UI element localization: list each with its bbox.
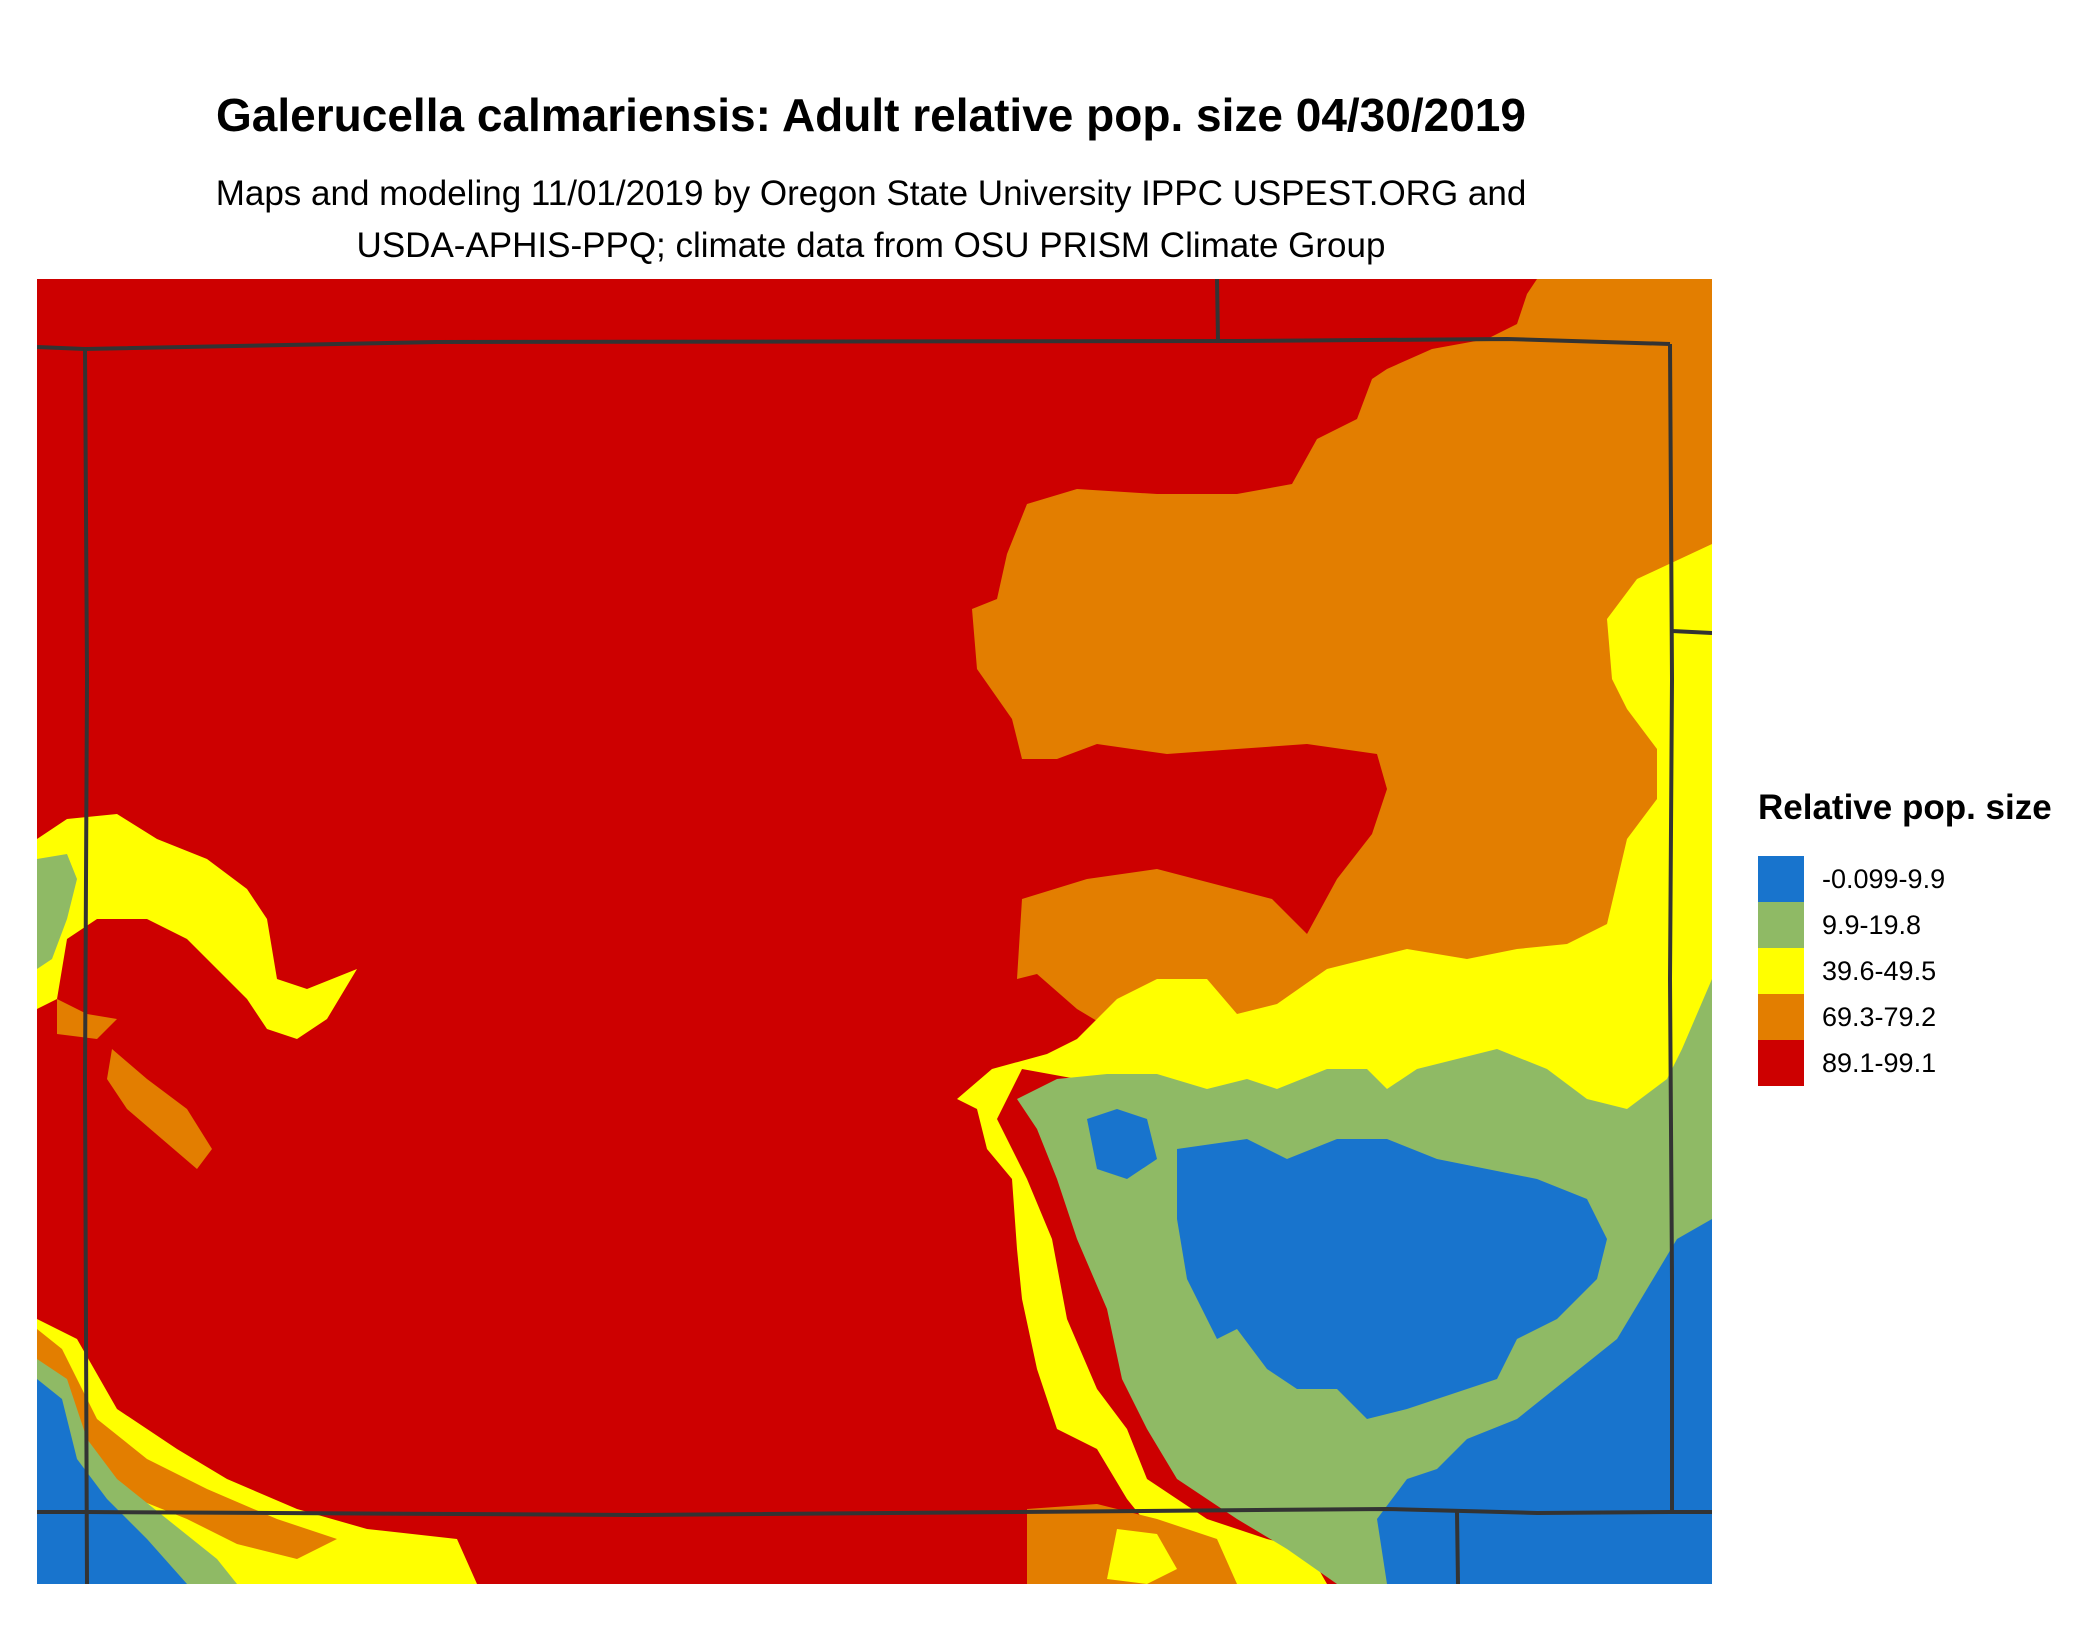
zone-medium-east	[957, 544, 1712, 1584]
border-north-notch	[1215, 279, 1220, 342]
subtitle-line-1: Maps and modeling 11/01/2019 by Oregon S…	[215, 174, 1527, 213]
legend-item: 39.6-49.5	[1758, 948, 1936, 994]
legend-swatch	[1758, 994, 1804, 1040]
map-subtitle: Maps and modeling 11/01/2019 by Oregon S…	[0, 168, 1742, 272]
zone-high-west-streak	[107, 1049, 212, 1169]
border-south	[37, 1506, 1712, 1518]
map-title: Galerucella calmariensis: Adult relative…	[216, 89, 1526, 141]
legend-swatch	[1758, 902, 1804, 948]
zone-very-low-southwest	[37, 1379, 187, 1584]
border-south-notch	[1455, 1511, 1460, 1584]
legend-item: 89.1-99.1	[1758, 1040, 1936, 1086]
zone-medium-south-patch	[1107, 1529, 1177, 1584]
zone-very-low-north-patch	[1087, 1109, 1157, 1179]
zone-low-west	[37, 854, 77, 969]
legend-swatch	[1758, 948, 1804, 994]
legend-swatch	[1758, 1040, 1804, 1086]
legend-item: 9.9-19.8	[1758, 902, 1921, 948]
zone-high-northeast	[972, 279, 1712, 1129]
border-north	[37, 336, 1671, 352]
legend: Relative pop. size -0.099-9.9 9.9-19.8 39.…	[1758, 788, 2052, 1086]
legend-item: -0.099-9.9	[1758, 856, 1945, 902]
legend-title: Relative pop. size	[1758, 788, 2052, 827]
legend-items: -0.099-9.9 9.9-19.8 39.6-49.5 69.3-79.2 89.1…	[1758, 856, 2052, 1086]
zone-medium-west-arc	[37, 814, 357, 1039]
legend-label: -0.099-9.9	[1822, 863, 1946, 894]
legend-label: 39.6-49.5	[1822, 955, 1937, 986]
subtitle-line-2: USDA-APHIS-PPQ; climate data from OSU PR…	[356, 226, 1386, 265]
legend-item: 69.3-79.2	[1758, 994, 1936, 1040]
region-borders	[37, 279, 1712, 1584]
legend-swatch	[1758, 856, 1804, 902]
legend-label: 89.1-99.1	[1822, 1047, 1937, 1078]
border-east-notch	[1671, 629, 1712, 635]
zone-very-low-southeast	[1377, 1219, 1712, 1584]
border-west	[82, 346, 90, 1584]
zone-very-low-central	[1177, 1139, 1607, 1419]
border-east	[1667, 343, 1675, 1512]
legend-label: 69.3-79.2	[1822, 1001, 1937, 1032]
population-map	[37, 279, 1712, 1584]
legend-label: 9.9-19.8	[1822, 909, 1922, 940]
